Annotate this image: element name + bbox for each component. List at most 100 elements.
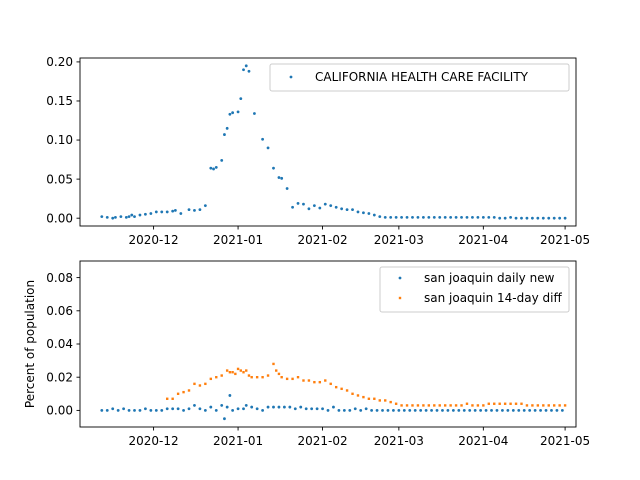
bottom-series-1-point xyxy=(367,397,371,400)
top-series-0-point xyxy=(266,146,270,150)
bottom-series-0-point xyxy=(441,409,444,412)
top-series-0-point xyxy=(280,176,284,180)
bottom-series-0-point xyxy=(193,404,196,407)
bottom-series-1-point xyxy=(454,404,458,407)
bottom-legend-label-daily: san joaquin daily new xyxy=(424,271,555,285)
bottom-series-0-point xyxy=(266,405,270,409)
bottom-series-0-point xyxy=(282,405,286,409)
bottom-series-0-point xyxy=(413,409,417,412)
bottom-series-1-point xyxy=(493,402,496,405)
bottom-series-1-point xyxy=(373,397,376,400)
bottom-series-1-point xyxy=(476,404,480,407)
bottom-series-0-point xyxy=(332,405,335,409)
bottom-series-1-point xyxy=(427,404,431,407)
bottom-series-1-point xyxy=(394,402,398,405)
bottom-series-1-point xyxy=(449,404,452,407)
bottom-y-tick-label: 0.02 xyxy=(46,370,73,384)
bottom-series-0-point xyxy=(462,409,466,412)
top-series-0-point xyxy=(471,216,474,219)
bottom-series-0-point xyxy=(236,407,240,411)
bottom-x-tick-label: 2021-02 xyxy=(297,434,347,448)
bottom-x-tick-label: 2021-04 xyxy=(458,434,508,448)
top-series-0-point xyxy=(244,64,248,68)
bottom-series-1-point xyxy=(296,376,300,379)
top-series-0-point xyxy=(277,176,281,179)
bottom-series-0-point xyxy=(490,409,493,412)
bottom-series-1-point xyxy=(362,395,365,399)
bottom-x-tick-label: 2021-05 xyxy=(540,434,590,448)
bottom-series-0-point xyxy=(228,394,232,397)
bottom-y-tick-label: 0.08 xyxy=(46,271,73,285)
bottom-series-0-point xyxy=(451,409,455,412)
top-chart-frame xyxy=(79,57,577,227)
top-y-tick-label: 0.20 xyxy=(46,55,73,69)
bottom-series-0-point xyxy=(214,409,218,412)
top-series-0-point xyxy=(312,204,316,208)
bottom-series-1-point xyxy=(176,392,180,395)
top-series-0-point xyxy=(345,208,349,211)
bottom-series-1-point xyxy=(255,376,259,379)
bottom-chart-legend: san joaquin daily new san joaquin 14-day… xyxy=(379,266,570,313)
top-series-0-point xyxy=(503,216,507,220)
top-series-0-point xyxy=(383,216,387,219)
bottom-series-1-point xyxy=(433,404,436,407)
bottom-series-1-point xyxy=(215,376,218,379)
bottom-series-1-point xyxy=(231,371,234,374)
bottom-series-0-point xyxy=(182,409,185,412)
bottom-series-1-point xyxy=(487,402,490,405)
bottom-series-0-point xyxy=(261,409,264,412)
top-series-0-point xyxy=(302,202,305,206)
top-series-0-point xyxy=(228,112,232,116)
top-series-0-point xyxy=(179,212,183,215)
bottom-series-1-point xyxy=(514,402,518,405)
bottom-series-1-point xyxy=(166,397,169,400)
bottom-series-1-point xyxy=(460,404,463,407)
top-y-tick-label: 0.15 xyxy=(46,94,73,108)
bottom-series-1-point xyxy=(542,404,545,407)
bottom-series-0-point xyxy=(315,407,319,411)
bottom-series-0-point xyxy=(435,409,439,412)
top-series-0-point xyxy=(203,204,207,208)
top-series-0-point xyxy=(100,215,104,219)
bottom-series-0-point xyxy=(288,405,292,409)
top-series-0-point xyxy=(476,216,480,219)
bottom-series-1-point xyxy=(171,397,174,400)
top-series-0-point xyxy=(253,112,256,115)
bottom-series-1-point xyxy=(266,374,270,377)
top-series-0-point xyxy=(411,216,414,219)
bottom-series-0-point xyxy=(392,409,395,412)
top-series-0-point xyxy=(460,216,463,219)
top-series-0-point xyxy=(160,210,164,214)
bottom-series-0-point xyxy=(468,409,472,412)
bottom-y-tick-label: 0.06 xyxy=(46,304,73,318)
bottom-series-1-point xyxy=(563,404,567,407)
top-series-0-point xyxy=(154,210,158,214)
bottom-series-0-point xyxy=(100,409,104,412)
bottom-series-1-point xyxy=(277,372,281,376)
top-x-tick-label: 2021-05 xyxy=(540,233,590,247)
bottom-chart-panel: 2020-12 2021-01 2021-02 2021-03 2021-04 2021-… xyxy=(23,260,590,448)
top-series-0-point xyxy=(272,166,275,170)
top-series-0-point xyxy=(165,210,169,214)
top-series-0-point xyxy=(225,126,229,130)
bottom-x-tick-label: 2021-03 xyxy=(374,434,424,448)
top-series-0-point xyxy=(193,208,196,212)
bottom-series-1-point xyxy=(416,404,420,407)
bottom-series-1-point xyxy=(302,379,305,382)
bottom-series-1-point xyxy=(242,371,245,374)
bottom-series-0-point xyxy=(539,409,542,412)
top-series-0-point xyxy=(236,110,240,114)
top-series-0-point xyxy=(389,216,393,219)
bottom-series-0-point xyxy=(255,407,259,411)
bottom-series-0-point xyxy=(149,409,153,412)
bottom-series-0-point xyxy=(144,407,147,411)
bottom-series-0-point xyxy=(386,409,390,412)
top-series-0-point xyxy=(329,204,333,208)
top-legend-box xyxy=(269,63,570,92)
top-series-0-point xyxy=(285,187,289,190)
top-series-0-point xyxy=(173,208,177,212)
top-series-0-point xyxy=(536,216,540,220)
bottom-series-0-point xyxy=(310,407,314,411)
top-series-0-point xyxy=(351,208,354,211)
top-series-0-point xyxy=(247,69,251,73)
